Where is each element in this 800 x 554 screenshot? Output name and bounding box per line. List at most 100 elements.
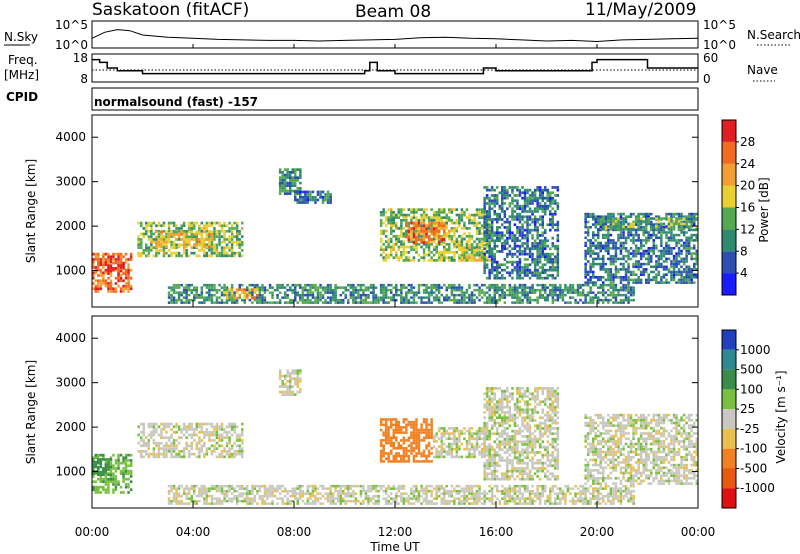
heatmap-cell (493, 204, 496, 208)
heatmap-cell (667, 281, 671, 284)
heatmap-cell (271, 301, 274, 304)
heatmap-cell (551, 258, 554, 261)
heatmap-cell (432, 253, 436, 257)
heatmap-cell (296, 293, 299, 297)
heatmap-cell (382, 301, 385, 304)
heatmap-cell (266, 502, 269, 505)
heatmap-cell (374, 301, 378, 304)
heatmap-cell (238, 243, 241, 247)
heatmap-cell (256, 288, 259, 292)
heatmap-cell (581, 293, 585, 297)
heatmap-cell (124, 284, 128, 288)
heatmap-cell (511, 252, 514, 256)
heatmap-cell (624, 215, 628, 218)
heatmap-cell (296, 187, 299, 190)
heatmap-cell (470, 243, 474, 247)
heatmap-cell (150, 238, 153, 241)
heatmap-cell (241, 283, 244, 287)
heatmap-cell (412, 296, 416, 299)
heatmap-cell (251, 497, 254, 500)
heatmap-cell (496, 288, 499, 292)
heatmap-cell (177, 245, 181, 249)
heatmap-cell (498, 236, 501, 240)
heatmap-cell (523, 202, 527, 205)
heatmap-cell (157, 243, 161, 246)
heatmap-cell (490, 271, 494, 275)
heatmap-cell (586, 239, 590, 242)
heatmap-cell (155, 224, 158, 228)
heatmap-cell (468, 227, 471, 230)
heatmap-cell (296, 499, 299, 503)
heatmap-cell (94, 252, 97, 256)
heatmap-cell (329, 301, 332, 304)
heatmap-cell (521, 226, 524, 229)
heatmap-cell (556, 194, 560, 197)
heatmap-cell (556, 286, 560, 289)
heatmap-cell (92, 463, 95, 466)
heatmap-cell (483, 243, 486, 247)
heatmap-cell (266, 489, 269, 493)
heatmap-cell (432, 286, 436, 289)
heatmap-cell (607, 215, 610, 218)
heatmap-cell (203, 499, 206, 503)
heatmap-cell (463, 246, 466, 249)
heatmap-cell (521, 268, 524, 272)
heatmap-cell (311, 494, 315, 498)
heatmap-cell (210, 296, 214, 299)
heatmap-cell (213, 227, 216, 230)
heatmap-cell (501, 296, 504, 299)
heatmap-cell (521, 228, 524, 232)
heatmap-cell (435, 221, 438, 225)
heatmap-cell (508, 220, 512, 224)
heatmap-cell (695, 252, 698, 255)
heatmap-cell (556, 239, 560, 243)
heatmap-cell (609, 278, 613, 282)
heatmap-cell (379, 213, 383, 217)
heatmap-cell (208, 245, 211, 249)
heatmap-cell (104, 252, 108, 256)
heatmap-cell (546, 258, 549, 261)
heatmap-cell (407, 298, 411, 302)
heatmap-cell (647, 281, 650, 284)
heatmap-cell (162, 425, 166, 429)
heatmap-cell (99, 287, 103, 291)
heatmap-cell (496, 286, 499, 289)
heatmap-cell (632, 270, 635, 274)
heatmap-cell (533, 260, 537, 264)
heatmap-cell (554, 247, 557, 251)
heatmap-cell (642, 225, 645, 229)
heatmap-cell (501, 236, 504, 240)
heatmap-cell (193, 484, 196, 488)
heatmap-cell (637, 233, 640, 237)
heatmap-cell (92, 258, 95, 261)
heatmap-cell (627, 265, 630, 269)
heatmap-cell (622, 222, 625, 226)
heatmap-cell (493, 301, 496, 304)
heatmap-cell (215, 499, 219, 503)
heatmap-cell (432, 283, 436, 287)
heatmap-cell (289, 489, 292, 493)
heatmap-cell (304, 193, 307, 196)
heatmap-cell (243, 293, 246, 297)
heatmap-cell (407, 251, 411, 254)
heatmap-cell (493, 234, 496, 237)
heatmap-cell (508, 228, 512, 232)
heatmap-cell (632, 281, 635, 284)
heatmap-cell (357, 288, 360, 292)
heatmap-cell (208, 502, 211, 505)
heatmap-cell (420, 216, 423, 219)
heatmap-cell (485, 266, 489, 269)
heatmap-cell (680, 276, 683, 279)
heatmap-cell (584, 254, 587, 258)
heatmap-cell (657, 254, 661, 258)
heatmap-cell (306, 296, 310, 299)
heatmap-cell (667, 212, 671, 216)
heatmap-cell (223, 254, 226, 258)
heatmap-cell (167, 254, 171, 258)
heatmap-cell (248, 492, 252, 495)
heatmap-cell (390, 221, 393, 225)
heatmap-cell (347, 298, 350, 302)
heatmap-cell (278, 179, 282, 182)
heatmap-cell (483, 234, 486, 237)
heatmap-cell (167, 497, 171, 500)
